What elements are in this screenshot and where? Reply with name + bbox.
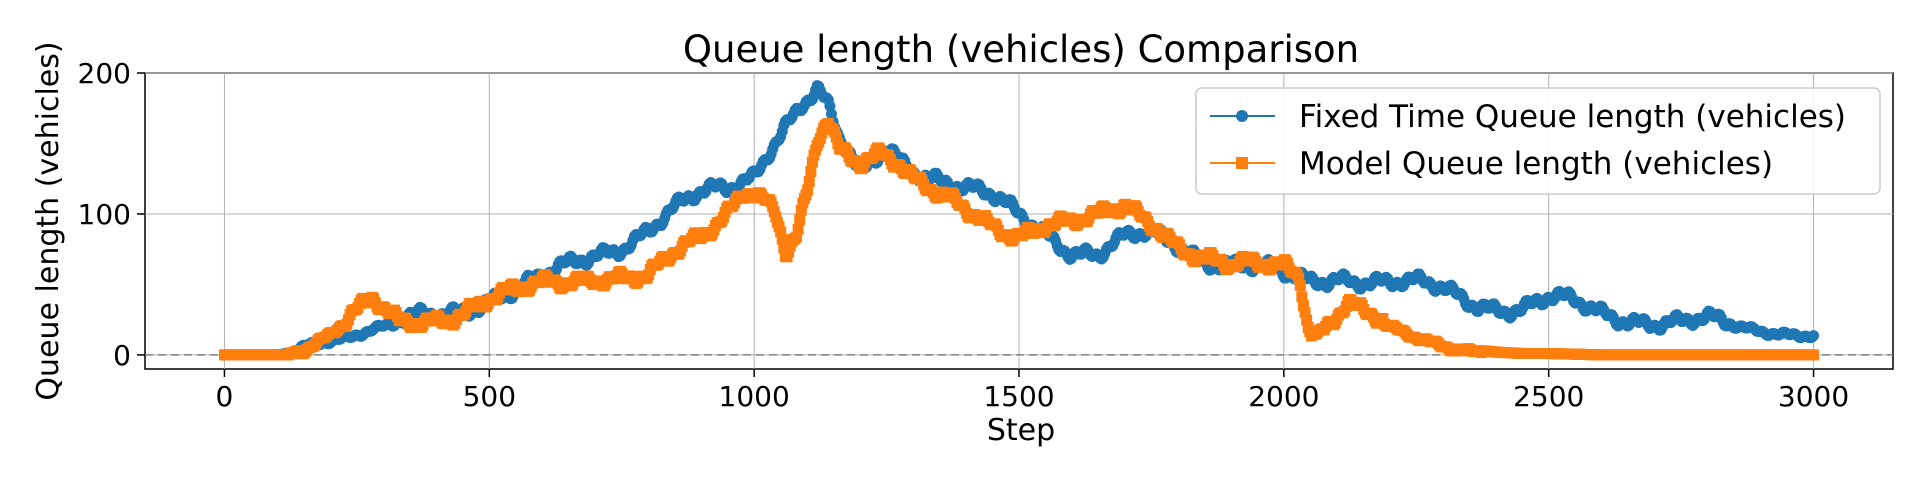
data-point (1301, 314, 1313, 326)
x-tick-label: 1000 (719, 380, 790, 413)
data-point (1299, 307, 1311, 319)
data-point (795, 204, 807, 216)
x-axis-label: Step (987, 413, 1055, 448)
x-tick-label: 3000 (1778, 380, 1849, 413)
data-point (792, 223, 804, 235)
data-point (776, 233, 788, 245)
x-tick-label: 2500 (1513, 380, 1584, 413)
data-point (1808, 349, 1820, 361)
x-axis-ticks: 0 500 1000 1500 2000 2500 3000 (216, 369, 1849, 413)
data-point (783, 246, 795, 258)
data-point (830, 131, 842, 143)
data-point (1296, 291, 1308, 303)
series-layer (218, 80, 1820, 361)
y-tick-label: 0 (113, 339, 131, 372)
data-point (1808, 330, 1820, 342)
data-point (775, 226, 787, 238)
x-tick-label: 2000 (1248, 380, 1319, 413)
data-point (1377, 313, 1389, 325)
legend-label-fixed-time: Fixed Time Queue length (vehicles) (1299, 99, 1846, 135)
x-tick-label: 500 (463, 380, 516, 413)
legend: Fixed Time Queue length (vehicles) Model… (1195, 87, 1881, 195)
data-point (1297, 299, 1309, 311)
series-model (218, 117, 1820, 361)
y-tick-label: 100 (78, 198, 131, 231)
chart-title: Queue length (vehicles) Comparison (683, 28, 1359, 71)
legend-box (1195, 87, 1881, 195)
y-axis-label: Queue length (vehicles) (31, 41, 66, 400)
data-point (794, 214, 806, 226)
x-tick-label: 0 (216, 380, 234, 413)
data-point (805, 166, 817, 178)
legend-marker-fixed-time (1236, 110, 1248, 122)
legend-marker-model (1236, 157, 1248, 169)
y-tick-label: 200 (78, 57, 131, 90)
x-tick-label: 1500 (983, 380, 1054, 413)
legend-label-model: Model Queue length (vehicles) (1299, 146, 1773, 182)
data-point (1294, 279, 1306, 291)
data-point (770, 211, 782, 223)
data-point (806, 156, 818, 168)
data-point (791, 231, 803, 243)
data-point (1293, 272, 1305, 284)
y-axis-ticks: 0 100 200 (78, 57, 145, 372)
data-point (802, 184, 814, 196)
data-point (803, 175, 815, 187)
